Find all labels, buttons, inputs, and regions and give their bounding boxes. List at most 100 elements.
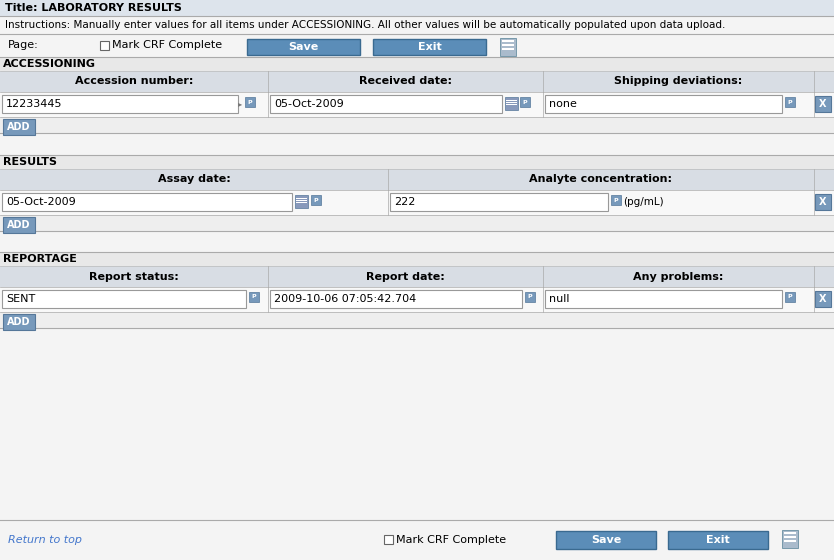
- Bar: [2, 95, 238, 113]
- Text: P: P: [523, 100, 527, 105]
- Bar: [0, 155, 834, 169]
- Bar: [784, 540, 796, 542]
- Text: RESULTS: RESULTS: [3, 157, 57, 167]
- Bar: [0, 520, 834, 560]
- Text: Report date:: Report date:: [366, 272, 445, 282]
- Text: Page:: Page:: [8, 40, 38, 50]
- Bar: [545, 95, 782, 113]
- Text: P: P: [787, 100, 792, 105]
- Bar: [506, 104, 517, 105]
- Bar: [3, 119, 35, 135]
- Bar: [506, 100, 517, 101]
- Text: P: P: [314, 198, 319, 203]
- Bar: [502, 44, 514, 46]
- Bar: [784, 532, 796, 534]
- Bar: [0, 169, 834, 190]
- Bar: [0, 71, 834, 92]
- Text: Mark CRF Complete: Mark CRF Complete: [396, 535, 506, 545]
- Text: 222: 222: [394, 197, 415, 207]
- Text: ▸: ▸: [238, 100, 242, 109]
- Bar: [505, 97, 518, 110]
- Bar: [249, 292, 259, 302]
- Bar: [0, 312, 834, 328]
- Text: Title: LABORATORY RESULTS: Title: LABORATORY RESULTS: [5, 3, 182, 13]
- Text: X: X: [819, 99, 826, 109]
- Text: ADD: ADD: [8, 317, 31, 327]
- Bar: [506, 102, 517, 103]
- Text: SENT: SENT: [6, 294, 35, 304]
- Bar: [0, 57, 834, 71]
- Bar: [295, 195, 308, 208]
- Bar: [556, 531, 656, 549]
- Bar: [815, 291, 831, 307]
- Bar: [545, 290, 782, 308]
- Text: ADD: ADD: [8, 220, 31, 230]
- Bar: [0, 16, 834, 34]
- Text: Assay date:: Assay date:: [158, 175, 230, 184]
- Text: Any problems:: Any problems:: [633, 272, 724, 282]
- Bar: [311, 195, 321, 205]
- Bar: [3, 314, 35, 330]
- Bar: [384, 535, 393, 544]
- Bar: [0, 0, 834, 16]
- Bar: [815, 194, 831, 210]
- Text: Instructions: Manually enter values for all items under ACCESSIONING. All other : Instructions: Manually enter values for …: [5, 20, 726, 30]
- Text: Report status:: Report status:: [89, 272, 178, 282]
- Text: P: P: [787, 295, 792, 300]
- Bar: [270, 95, 502, 113]
- Text: Exit: Exit: [418, 42, 441, 52]
- Bar: [2, 193, 292, 211]
- Bar: [785, 292, 795, 302]
- Text: Shipping deviations:: Shipping deviations:: [615, 77, 742, 86]
- Bar: [525, 292, 535, 302]
- Text: 2009-10-06 07:05:42.704: 2009-10-06 07:05:42.704: [274, 294, 416, 304]
- Text: Save: Save: [289, 42, 319, 52]
- Text: Accession number:: Accession number:: [75, 77, 193, 86]
- Bar: [296, 200, 307, 201]
- Text: Return to top: Return to top: [8, 535, 82, 545]
- Bar: [785, 97, 795, 107]
- Bar: [3, 217, 35, 233]
- Text: P: P: [528, 295, 532, 300]
- Text: (pg/mL): (pg/mL): [623, 197, 664, 207]
- Text: 05-Oct-2009: 05-Oct-2009: [274, 99, 344, 109]
- Text: none: none: [549, 99, 577, 109]
- Text: Received date:: Received date:: [359, 77, 452, 86]
- Bar: [0, 252, 834, 266]
- Bar: [100, 41, 109, 50]
- Text: Analyte concentration:: Analyte concentration:: [530, 175, 672, 184]
- Text: ACCESSIONING: ACCESSIONING: [3, 59, 96, 69]
- Bar: [0, 231, 834, 252]
- Text: P: P: [614, 198, 618, 203]
- Bar: [0, 133, 834, 155]
- Text: ADD: ADD: [8, 122, 31, 132]
- Bar: [782, 530, 798, 548]
- Text: null: null: [549, 294, 570, 304]
- Bar: [0, 190, 834, 215]
- Bar: [502, 48, 514, 50]
- Text: Mark CRF Complete: Mark CRF Complete: [112, 40, 222, 50]
- Bar: [0, 34, 834, 57]
- Bar: [296, 202, 307, 203]
- Bar: [0, 287, 834, 312]
- Text: Save: Save: [590, 535, 621, 545]
- Bar: [296, 198, 307, 199]
- Bar: [245, 97, 255, 107]
- Bar: [0, 215, 834, 231]
- Bar: [0, 328, 834, 520]
- Bar: [390, 193, 608, 211]
- Text: 12233445: 12233445: [6, 99, 63, 109]
- Bar: [270, 290, 522, 308]
- Text: P: P: [248, 100, 253, 105]
- Bar: [0, 266, 834, 287]
- Bar: [815, 96, 831, 112]
- Bar: [247, 39, 360, 55]
- Text: X: X: [819, 197, 826, 207]
- Bar: [0, 117, 834, 133]
- Bar: [668, 531, 768, 549]
- Bar: [520, 97, 530, 107]
- Bar: [500, 38, 516, 56]
- Text: REPORTAGE: REPORTAGE: [3, 254, 77, 264]
- Bar: [2, 290, 246, 308]
- Text: X: X: [819, 294, 826, 304]
